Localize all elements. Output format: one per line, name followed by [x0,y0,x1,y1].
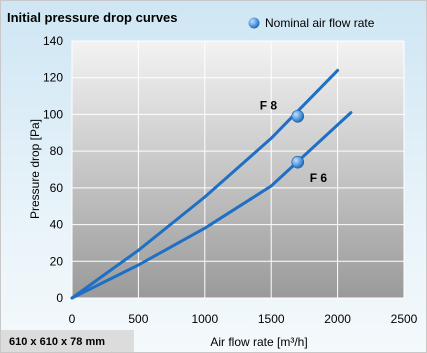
x-tick-label: 0 [69,312,76,326]
series-layer: F 8 F 6 [70,68,353,300]
y-tick-label: 60 [50,181,64,195]
y-tick-label: 100 [43,107,63,121]
nominal-point-marker [291,155,305,169]
dimensions-box [1,330,134,352]
dimensions-label: 610 x 610 x 78 mm [9,336,105,348]
y-tick-label: 140 [43,34,63,48]
y-tick-label: 40 [50,218,64,232]
x-tick-label: 500 [128,312,148,326]
grid [71,40,405,299]
y-tick-label: 120 [43,71,63,85]
x-axis-label: Air flow rate [m³/h] [210,335,307,349]
y-tick-label: 20 [50,254,64,268]
x-tick-labels: 0 500 1000 1500 2000 2500 [69,312,418,326]
chart-title: Initial pressure drop curves [7,10,178,25]
x-tick-label: 1500 [258,312,285,326]
x-tick-label: 2500 [391,312,418,326]
x-tick-label: 2000 [324,312,351,326]
y-tick-labels: 0 20 40 60 80 100 120 140 [43,34,63,305]
y-axis-label: Pressure drop [Pa] [28,119,42,219]
legend-marker [248,17,260,29]
series-label: F 6 [310,171,328,185]
legend-label: Nominal air flow rate [265,16,375,30]
y-tick-label: 80 [50,144,64,158]
nominal-point-marker [291,109,305,123]
y-tick-label: 0 [56,291,63,305]
series-label: F 8 [260,98,278,112]
x-tick-label: 1000 [191,312,218,326]
